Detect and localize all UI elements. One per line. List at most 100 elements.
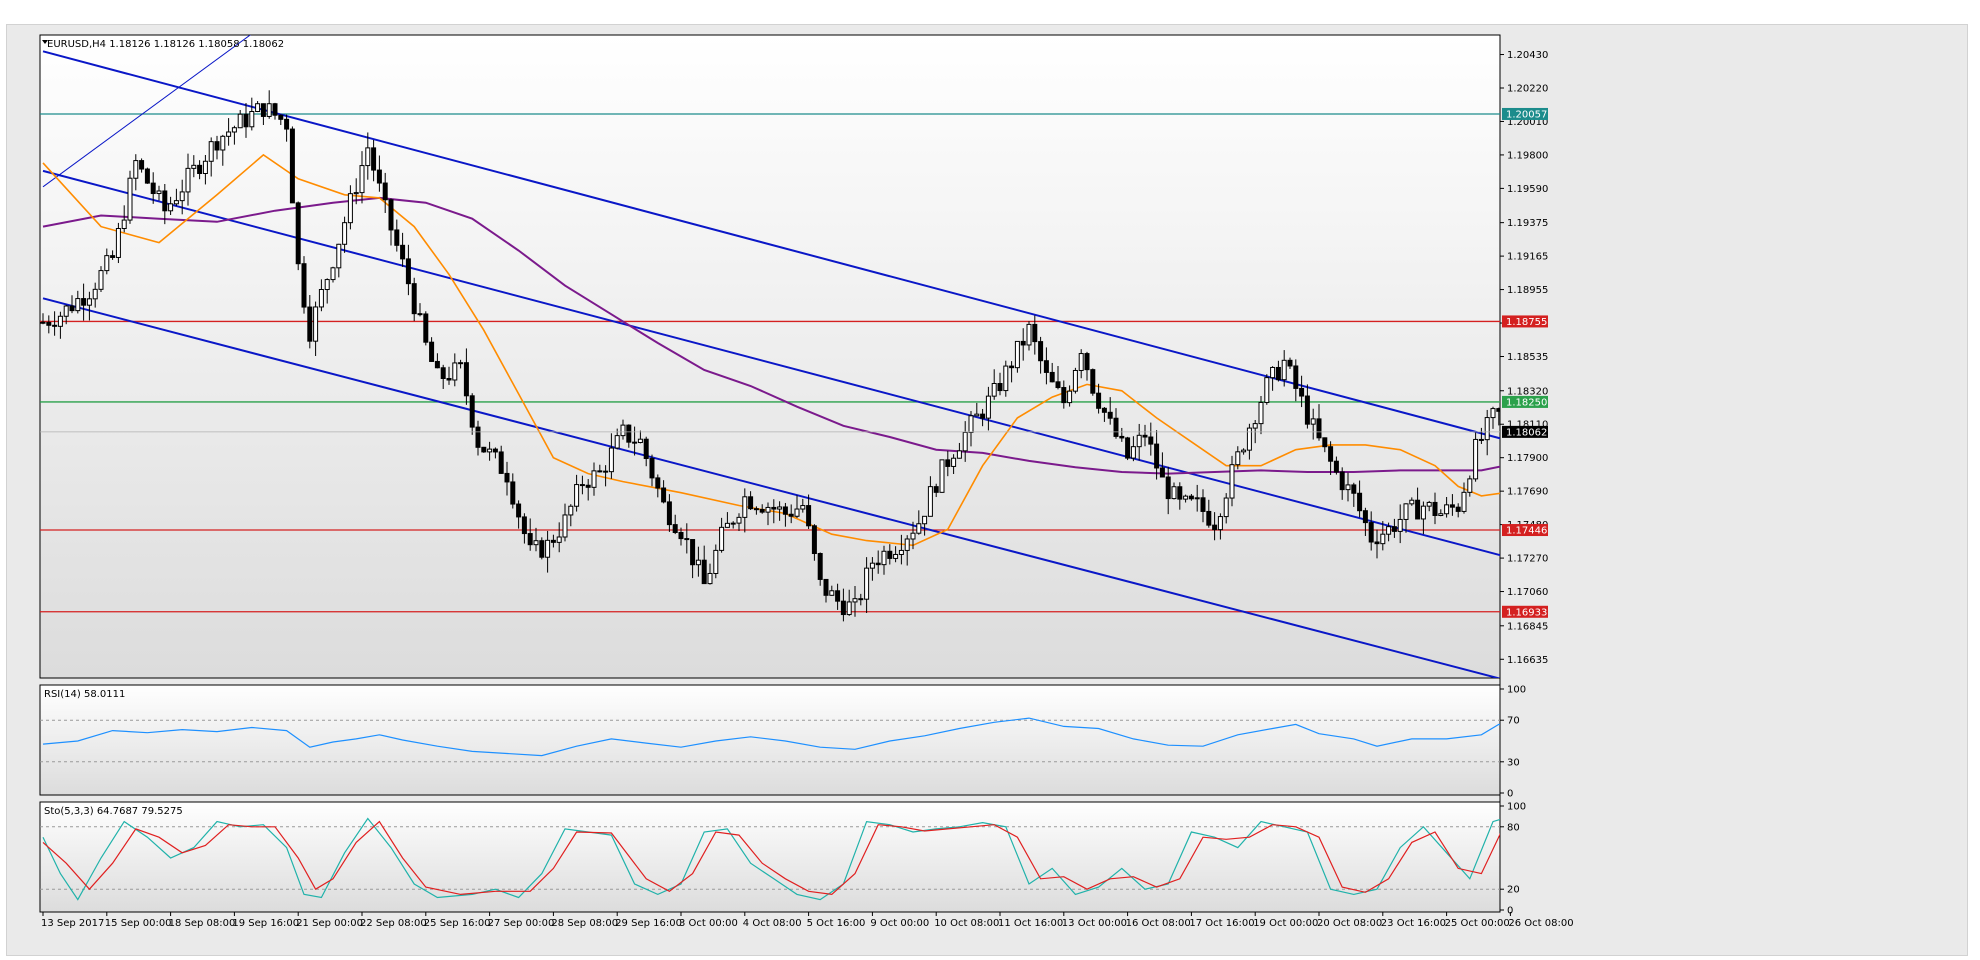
last-price-tag-label: 1.18062	[1506, 427, 1547, 438]
candle-body	[411, 283, 417, 315]
candle-body	[423, 313, 429, 343]
candle-body	[173, 200, 179, 205]
candle-body	[1449, 504, 1455, 508]
candle-body	[434, 360, 440, 369]
candle-body	[1096, 392, 1102, 409]
chart-menu-triangle-icon[interactable]	[42, 40, 48, 44]
main-price-pane[interactable]	[39, 34, 1501, 679]
candle-body	[1165, 476, 1171, 500]
candle-body	[214, 141, 220, 151]
time-axis-label: 15 Sep 00:00	[105, 918, 172, 929]
candle-body	[562, 514, 568, 538]
candle-body	[1432, 501, 1438, 516]
price-axis-label: 1.20430	[1507, 50, 1548, 61]
candle-body	[417, 313, 423, 316]
candle-body	[951, 457, 957, 467]
candle-body	[313, 306, 319, 342]
candle-body	[771, 506, 777, 510]
candle-body	[481, 446, 487, 453]
candle-body	[336, 243, 342, 269]
candle-body	[777, 506, 783, 510]
time-axis-label: 9 Oct 00:00	[870, 918, 929, 929]
price-axis-label: 1.18955	[1507, 285, 1548, 296]
candle-body	[829, 590, 835, 596]
candle-body	[69, 305, 75, 312]
last-price-tag	[1502, 425, 1548, 438]
candle-body	[162, 190, 168, 212]
candle-body	[1188, 495, 1194, 500]
candle-body	[887, 550, 893, 559]
price-level-tag	[1502, 605, 1548, 618]
candle-body	[1333, 460, 1339, 473]
candle-body	[701, 559, 707, 585]
candle-body	[1264, 377, 1270, 403]
price-axis-label: 1.17270	[1507, 554, 1548, 565]
price-level-tag	[1502, 395, 1548, 408]
candle-body	[632, 441, 638, 444]
price-axis-label: 1.19165	[1507, 252, 1548, 263]
candle-body	[1072, 369, 1078, 392]
candle-body	[1113, 417, 1119, 437]
candle-body	[1038, 341, 1044, 362]
stochastic-main-line	[42, 817, 1500, 901]
candle-body	[168, 203, 174, 212]
time-axis-label: 27 Sep 00:00	[488, 918, 555, 929]
candle-body	[1310, 418, 1316, 425]
rsi-pane[interactable]	[39, 684, 1501, 796]
candle-body	[1328, 446, 1334, 462]
candle-body	[539, 540, 545, 558]
candle-body	[904, 538, 910, 551]
candle-body	[1252, 423, 1258, 429]
candle-body	[556, 536, 562, 543]
price-level-tag-label: 1.17446	[1506, 526, 1547, 537]
candle-body	[608, 447, 614, 473]
candle-body	[121, 219, 127, 230]
candle-body	[469, 395, 475, 428]
chart-canvas[interactable]: 1.20430 1.20220 1.20010 1.19800 1.19590 1.193…	[7, 25, 1967, 955]
candle-body	[1009, 365, 1015, 369]
stochastic-pane[interactable]	[39, 801, 1501, 913]
candle-body	[713, 549, 719, 574]
candle-body	[330, 267, 336, 281]
candle-body	[974, 413, 980, 417]
candle-body	[759, 508, 765, 513]
candle-body	[1130, 446, 1136, 459]
rsi-title: RSI(14) 58.0111	[44, 689, 125, 700]
candle-body	[875, 562, 881, 566]
candle-body	[371, 147, 377, 171]
candle-body	[916, 523, 922, 534]
candle-body	[278, 114, 284, 120]
candle-body	[1287, 359, 1293, 367]
candle-body	[1503, 409, 1507, 412]
candle-body	[661, 487, 667, 503]
time-axis-label: 23 Oct 16:00	[1381, 918, 1446, 929]
candle-body	[81, 298, 87, 306]
candle-body	[463, 362, 469, 397]
candle-body	[1171, 486, 1177, 500]
candle-body	[991, 383, 997, 397]
candle-body	[852, 598, 858, 603]
candle-body	[811, 525, 817, 555]
candle-body	[289, 128, 295, 204]
candle-body	[1084, 353, 1090, 371]
candle-body	[753, 508, 759, 511]
candle-body	[939, 459, 945, 493]
channel-trend-line	[42, 50, 1500, 440]
candle-body	[359, 165, 365, 194]
candle-body	[324, 279, 330, 291]
price-axis-label: 1.20220	[1507, 83, 1548, 94]
candle-body	[1415, 499, 1421, 520]
candle-body	[272, 103, 278, 116]
candle-body	[568, 505, 574, 516]
candle-body	[40, 321, 46, 324]
stochastic-plot-layer	[40, 817, 1500, 901]
price-axis-label: 1.19800	[1507, 150, 1548, 161]
candle-body	[498, 451, 504, 474]
price-level-tag-label: 1.16933	[1506, 607, 1547, 618]
price-axis-label: 1.18535	[1507, 352, 1548, 363]
candle-body	[1496, 408, 1500, 412]
candle-body	[1391, 526, 1397, 532]
candle-body	[318, 289, 324, 308]
candle-body	[1368, 522, 1374, 543]
candle-body	[591, 470, 597, 488]
